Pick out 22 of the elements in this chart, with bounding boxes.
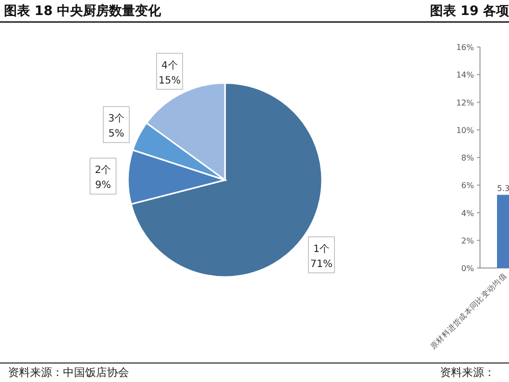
y-tick-label: 16% <box>456 43 474 52</box>
y-tick-label: 10% <box>456 126 474 135</box>
y-tick-label: 0% <box>461 264 474 273</box>
y-tick-label: 14% <box>456 70 474 80</box>
chart-title: 图表 18 中央厨房数量变化 <box>4 3 162 19</box>
y-tick-label: 12% <box>456 98 474 108</box>
data-label: 5% <box>108 128 124 140</box>
slice-label: 2个 <box>94 164 112 176</box>
text: 资料来源：中国饭店协会 <box>8 366 129 379</box>
data-label: 9% <box>95 180 111 192</box>
y-tick-label: 2% <box>461 236 474 246</box>
chart-title: 图表 19 各项 <box>430 4 509 19</box>
data-label: 5.3 <box>497 184 509 193</box>
slice-label: 1个 <box>313 242 330 255</box>
slice-label: 3个 <box>108 112 124 125</box>
y-tick-label: 8% <box>461 154 474 162</box>
data-label: 15% <box>158 75 181 86</box>
text: 资料来源： <box>440 366 495 379</box>
data-label: 71% <box>310 258 333 270</box>
y-tick-label: 4% <box>461 208 474 218</box>
slice-label: 4个 <box>161 59 178 72</box>
y-tick-label: 6% <box>461 181 474 190</box>
